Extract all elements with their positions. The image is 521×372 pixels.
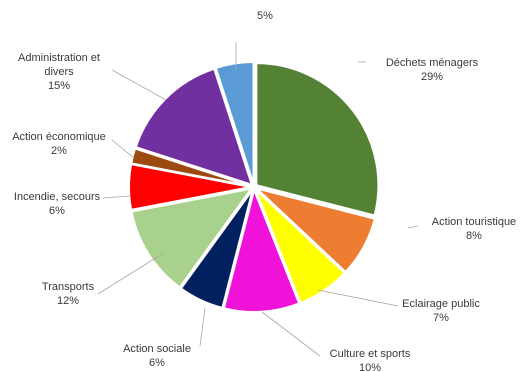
- slice-percent: 10%: [359, 362, 381, 372]
- slice-percent: 5%: [257, 10, 273, 22]
- leader-line-7: [111, 139, 135, 159]
- slice-label-3: Culture et sports 10%: [330, 348, 411, 372]
- leader-line-4: [199, 307, 206, 347]
- slice-label-2: Eclairage public 7%: [402, 298, 480, 324]
- slice-percent: 15%: [48, 80, 70, 92]
- slice-name: divers: [44, 66, 74, 78]
- slice-percent: 29%: [421, 71, 443, 83]
- slice-name: Déchets ménagers: [386, 57, 479, 69]
- pie-slice-0: [255, 62, 380, 217]
- slice-percent: 6%: [49, 205, 65, 217]
- slice-name: Eclairage public: [402, 298, 480, 310]
- slice-label-1: Action touristique 8%: [432, 216, 516, 242]
- slice-label-0: Déchets ménagers 29%: [386, 57, 479, 83]
- pie-slice-8: [134, 67, 254, 187]
- slice-name: Action touristique: [432, 216, 516, 228]
- leader-line-6: [102, 195, 131, 199]
- leader-line-8: [111, 69, 167, 101]
- slice-label-9: 5%: [257, 10, 273, 22]
- pie-slice-3: [222, 186, 301, 313]
- slice-percent: 6%: [149, 357, 165, 369]
- slice-label-6: Incendie, secours 6%: [14, 191, 101, 217]
- slice-label-7: Action économique 2%: [12, 131, 106, 157]
- slice-percent: 2%: [51, 145, 67, 157]
- pie-slice-7: [130, 147, 252, 188]
- slice-percent: 7%: [433, 312, 449, 324]
- slice-name: Action sociale: [123, 343, 191, 355]
- pie-slice-1: [255, 187, 377, 274]
- slice-name: Incendie, secours: [14, 191, 101, 203]
- pie-slice-5: [130, 187, 254, 289]
- pie-slice-4: [179, 189, 254, 310]
- pie-slice-2: [254, 188, 347, 305]
- leader-line-3: [261, 311, 321, 357]
- slice-percent: 12%: [57, 295, 79, 307]
- slice-name: Action économique: [12, 131, 106, 143]
- slice-name: Administration et: [18, 52, 100, 64]
- leader-line-5: [97, 253, 163, 295]
- leader-line-1: [407, 225, 419, 229]
- slice-label-4: Action sociale 6%: [123, 343, 191, 369]
- slice-label-8: Administration et divers 15%: [18, 52, 100, 92]
- slice-label-5: Transports 12%: [42, 281, 95, 307]
- pie-slice-9: [214, 61, 255, 185]
- slice-percent: 8%: [466, 230, 482, 242]
- slice-name: Culture et sports: [330, 348, 411, 360]
- slice-name: Transports: [42, 281, 95, 293]
- leader-line-2: [317, 289, 399, 307]
